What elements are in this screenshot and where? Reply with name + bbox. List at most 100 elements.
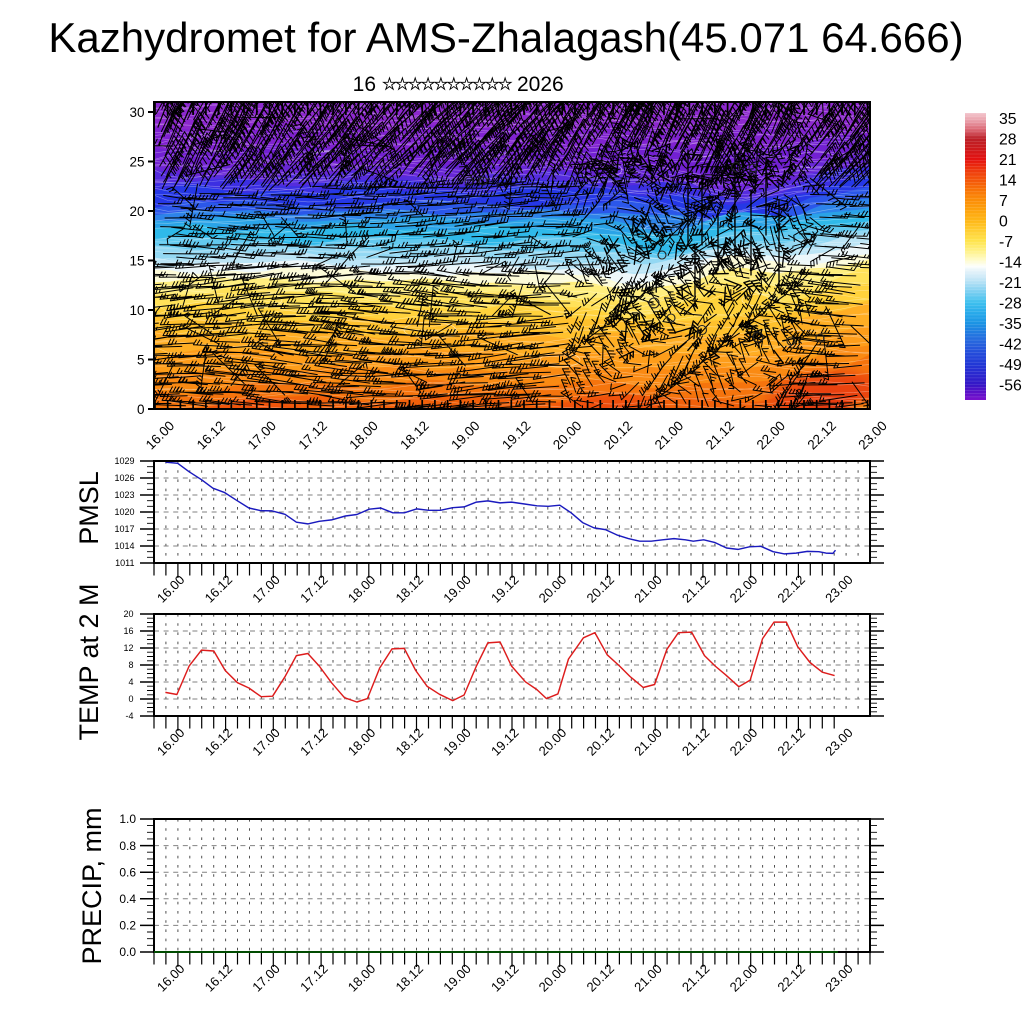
svg-text:20.00: 20.00 bbox=[550, 418, 585, 453]
svg-text:1026: 1026 bbox=[114, 473, 134, 483]
svg-text:18.00: 18.00 bbox=[345, 961, 379, 995]
svg-text:0.4: 0.4 bbox=[119, 892, 136, 906]
svg-text:21.00: 21.00 bbox=[631, 961, 665, 995]
svg-text:22.12: 22.12 bbox=[774, 961, 808, 995]
svg-text:20.12: 20.12 bbox=[601, 418, 636, 453]
svg-text:0.0: 0.0 bbox=[119, 945, 136, 959]
svg-text:25: 25 bbox=[129, 154, 144, 169]
svg-text:18.00: 18.00 bbox=[345, 572, 379, 606]
svg-text:21.12: 21.12 bbox=[703, 418, 738, 453]
svg-text:-4: -4 bbox=[125, 711, 133, 721]
svg-text:16.00: 16.00 bbox=[154, 961, 188, 995]
svg-text:23.00: 23.00 bbox=[822, 572, 856, 606]
svg-text:0: 0 bbox=[128, 694, 133, 704]
svg-text:-28: -28 bbox=[999, 296, 1022, 313]
svg-text:5: 5 bbox=[137, 352, 145, 367]
svg-text:17.00: 17.00 bbox=[249, 961, 283, 995]
svg-text:20.00: 20.00 bbox=[536, 572, 570, 606]
svg-text:4: 4 bbox=[128, 677, 133, 687]
svg-text:17.12: 17.12 bbox=[297, 572, 331, 606]
svg-text:23.00: 23.00 bbox=[822, 961, 856, 995]
svg-text:17.00: 17.00 bbox=[249, 572, 283, 606]
svg-text:19.12: 19.12 bbox=[488, 572, 522, 606]
svg-text:PRECIP, mm: PRECIP, mm bbox=[77, 807, 107, 964]
svg-text:20.12: 20.12 bbox=[584, 961, 618, 995]
svg-text:0.8: 0.8 bbox=[119, 839, 136, 853]
svg-text:PMSL: PMSL bbox=[74, 471, 104, 545]
svg-text:18.00: 18.00 bbox=[346, 418, 381, 453]
svg-text:0.6: 0.6 bbox=[119, 865, 136, 879]
svg-text:16.12: 16.12 bbox=[202, 725, 236, 759]
svg-text:16.12: 16.12 bbox=[202, 961, 236, 995]
svg-text:18.12: 18.12 bbox=[393, 572, 427, 606]
svg-text:19.00: 19.00 bbox=[440, 572, 474, 606]
svg-text:19.00: 19.00 bbox=[440, 961, 474, 995]
svg-text:18.12: 18.12 bbox=[393, 725, 427, 759]
svg-text:16.12: 16.12 bbox=[194, 418, 229, 453]
svg-text:-49: -49 bbox=[999, 357, 1022, 374]
svg-text:18.12: 18.12 bbox=[393, 961, 427, 995]
svg-text:Kazhydromet for AMS-Zhalagash(: Kazhydromet for AMS-Zhalagash(45.071 64.… bbox=[48, 14, 963, 61]
svg-text:10: 10 bbox=[129, 303, 144, 318]
svg-text:14: 14 bbox=[999, 173, 1017, 190]
svg-text:16: 16 bbox=[123, 626, 133, 636]
svg-text:20.12: 20.12 bbox=[584, 572, 618, 606]
svg-text:-56: -56 bbox=[999, 378, 1022, 395]
svg-text:22.00: 22.00 bbox=[754, 418, 789, 453]
svg-text:19.00: 19.00 bbox=[440, 725, 474, 759]
svg-text:15: 15 bbox=[129, 253, 144, 268]
svg-text:23.00: 23.00 bbox=[822, 725, 856, 759]
svg-text:TEMP at 2 M: TEMP at 2 M bbox=[74, 583, 104, 740]
svg-text:-35: -35 bbox=[999, 316, 1022, 333]
svg-text:1011: 1011 bbox=[115, 558, 134, 568]
svg-text:16.00: 16.00 bbox=[154, 572, 188, 606]
svg-text:16.12: 16.12 bbox=[202, 572, 236, 606]
svg-text:1029: 1029 bbox=[114, 456, 134, 466]
svg-text:1017: 1017 bbox=[114, 524, 134, 534]
svg-text:18.12: 18.12 bbox=[397, 418, 432, 453]
svg-text:22.00: 22.00 bbox=[727, 572, 761, 606]
svg-text:22.12: 22.12 bbox=[774, 572, 808, 606]
svg-text:17.12: 17.12 bbox=[296, 418, 331, 453]
svg-text:1020: 1020 bbox=[114, 507, 134, 517]
svg-text:18.00: 18.00 bbox=[345, 725, 379, 759]
svg-text:21.12: 21.12 bbox=[679, 725, 713, 759]
svg-text:22.12: 22.12 bbox=[805, 418, 840, 453]
svg-text:21.00: 21.00 bbox=[631, 725, 665, 759]
svg-text:21.12: 21.12 bbox=[679, 572, 713, 606]
svg-text:20.12: 20.12 bbox=[584, 725, 618, 759]
svg-text:20.00: 20.00 bbox=[536, 725, 570, 759]
svg-text:1023: 1023 bbox=[114, 490, 134, 500]
svg-text:0: 0 bbox=[137, 402, 145, 417]
svg-text:28: 28 bbox=[999, 132, 1017, 149]
svg-text:20: 20 bbox=[129, 204, 144, 219]
svg-text:21.00: 21.00 bbox=[652, 418, 687, 453]
svg-text:23.00: 23.00 bbox=[855, 418, 890, 453]
svg-text:35: 35 bbox=[999, 111, 1017, 128]
svg-text:16.00: 16.00 bbox=[143, 418, 178, 453]
svg-text:21.00: 21.00 bbox=[631, 572, 665, 606]
svg-text:16.00: 16.00 bbox=[154, 725, 188, 759]
svg-text:19.00: 19.00 bbox=[448, 418, 483, 453]
svg-text:22.00: 22.00 bbox=[727, 725, 761, 759]
svg-text:17.00: 17.00 bbox=[245, 418, 280, 453]
svg-text:-14: -14 bbox=[999, 255, 1022, 272]
svg-text:30: 30 bbox=[129, 105, 144, 120]
svg-text:1.0: 1.0 bbox=[119, 812, 136, 826]
svg-text:22.12: 22.12 bbox=[774, 725, 808, 759]
svg-text:2026: 2026 bbox=[517, 73, 564, 96]
svg-text:0: 0 bbox=[999, 214, 1008, 231]
svg-text:19.12: 19.12 bbox=[499, 418, 534, 453]
svg-text:1014: 1014 bbox=[114, 541, 134, 551]
svg-text:21: 21 bbox=[999, 152, 1017, 169]
svg-text:17.00: 17.00 bbox=[249, 725, 283, 759]
svg-text:22.00: 22.00 bbox=[727, 961, 761, 995]
svg-text:17.12: 17.12 bbox=[297, 961, 331, 995]
svg-text:7: 7 bbox=[999, 193, 1008, 210]
svg-text:16: 16 bbox=[353, 73, 376, 96]
svg-text:-7: -7 bbox=[999, 234, 1013, 251]
svg-text:19.12: 19.12 bbox=[488, 725, 522, 759]
svg-text:19.12: 19.12 bbox=[488, 961, 522, 995]
svg-text:-42: -42 bbox=[999, 337, 1022, 354]
svg-text:0.2: 0.2 bbox=[119, 919, 136, 933]
